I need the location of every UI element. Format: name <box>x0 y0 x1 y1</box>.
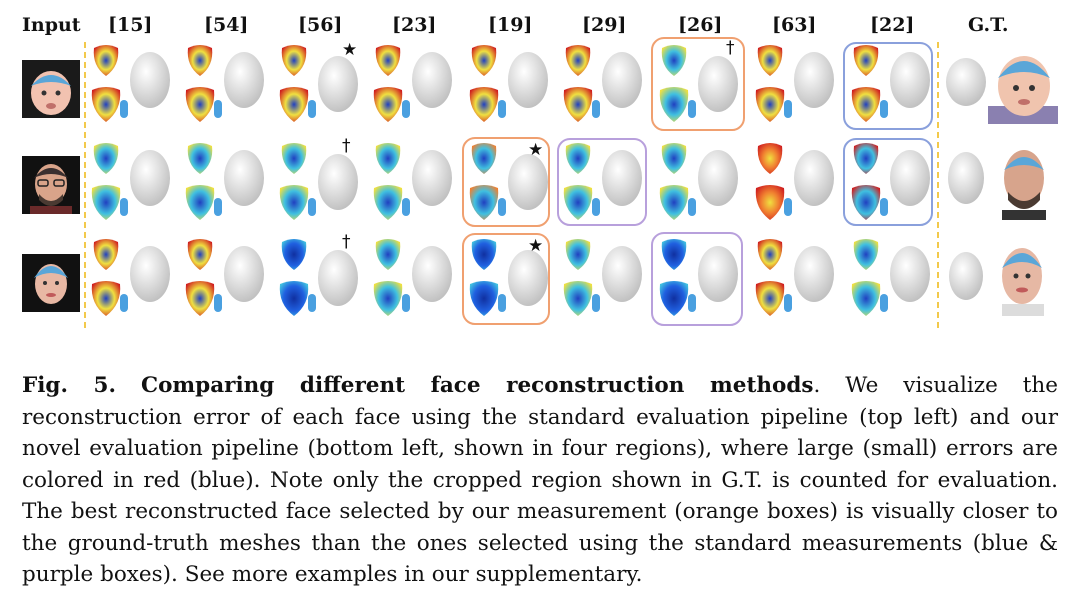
cell-r1-m15 <box>88 40 184 132</box>
cell-r3-m63 <box>752 234 848 326</box>
header-method-56: [56] <box>298 14 343 36</box>
cell-r3-m22 <box>848 234 944 326</box>
cell-r1-m56 <box>276 40 372 132</box>
divider-right <box>937 42 939 328</box>
header-method-19: [19] <box>488 14 533 36</box>
selection-box-orange-r2-m19 <box>462 137 550 227</box>
cell-r3-m29 <box>560 234 656 326</box>
dagger-icon-r3-m56: † <box>342 232 351 252</box>
cell-r2-m26 <box>656 138 752 230</box>
caption-body: . We visualize the reconstruction error … <box>22 373 1058 587</box>
header-method-63: [63] <box>772 14 817 36</box>
cell-r3-m23 <box>370 234 466 326</box>
gt-photo-man <box>988 140 1058 220</box>
selection-box-purple-r3-m26 <box>651 232 743 326</box>
caption-title: Comparing different face reconstruction … <box>140 373 814 398</box>
star-icon-r3-m19: ★ <box>528 236 544 256</box>
divider-left <box>84 42 86 328</box>
cell-r1-m22 <box>848 40 944 132</box>
star-icon-r1-m56: ★ <box>342 40 358 60</box>
header-method-22: [22] <box>870 14 915 36</box>
cell-r2-m54 <box>182 138 278 230</box>
header-input: Input <box>22 14 81 36</box>
header-method-29: [29] <box>582 14 627 36</box>
cell-r3-m54 <box>182 234 278 326</box>
cell-r1-m23 <box>370 40 466 132</box>
gt-mesh-woman <box>944 246 988 306</box>
cell-r1-m29 <box>560 40 656 132</box>
cell-r3-m26 <box>656 234 752 326</box>
input-photo-woman <box>22 254 80 312</box>
selection-box-blue-r2-m22 <box>843 138 933 226</box>
selection-box-orange-r1-m26 <box>651 37 745 131</box>
header-method-15: [15] <box>108 14 153 36</box>
header-method-54: [54] <box>204 14 249 36</box>
header-method-23: [23] <box>392 14 437 36</box>
gt-photo-woman <box>988 236 1058 316</box>
cell-r2-m23 <box>370 138 466 230</box>
header-gt: G.T. <box>968 14 1009 36</box>
cell-r2-m22 <box>848 138 944 230</box>
cell-r1-m26 <box>656 40 752 132</box>
cell-r1-m19 <box>466 40 562 132</box>
cell-r2-m63 <box>752 138 848 230</box>
cell-r3-m19 <box>466 234 562 326</box>
caption-label: Fig. 5. <box>22 373 117 398</box>
input-photo-infant <box>22 60 80 118</box>
dagger-icon-r2-m56: † <box>342 136 351 156</box>
gt-mesh-infant <box>944 54 988 114</box>
cell-r3-m15 <box>88 234 184 326</box>
cell-r2-m29 <box>560 138 656 230</box>
cell-r3-m56 <box>276 234 372 326</box>
header-method-26: [26] <box>678 14 723 36</box>
cell-r2-m56 <box>276 138 372 230</box>
dagger-icon-r1-m26: † <box>726 38 735 58</box>
cell-r2-m19 <box>466 138 562 230</box>
input-photo-man <box>22 156 80 214</box>
selection-box-purple-r2-m29 <box>557 138 647 226</box>
cell-r1-m54 <box>182 40 278 132</box>
cell-r2-m15 <box>88 138 184 230</box>
selection-box-blue-r1-m22 <box>843 42 933 130</box>
gt-photo-infant <box>988 44 1058 124</box>
selection-box-orange-r3-m19 <box>462 233 550 325</box>
gt-mesh-man <box>944 150 988 210</box>
star-icon-r2-m19: ★ <box>528 140 544 160</box>
figure-caption: Fig. 5. Comparing different face reconst… <box>22 370 1058 591</box>
cell-r1-m63 <box>752 40 848 132</box>
